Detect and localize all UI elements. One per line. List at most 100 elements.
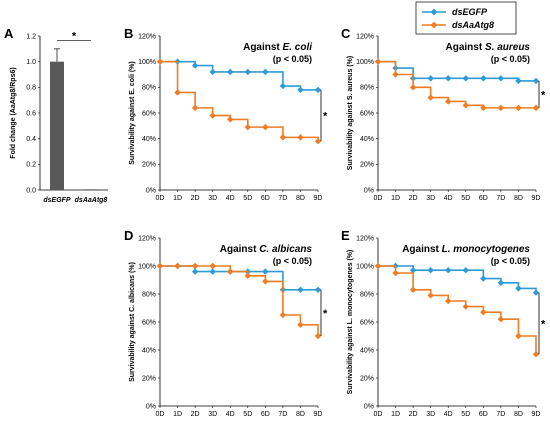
x-tick-label: 2D: [409, 195, 418, 202]
panel-c-survival-chart: C 0% 20% 40% 60% 80% 100% 120% 0D 1D 2D 3D 4D 5D 6D 7D 8…: [341, 26, 546, 202]
data-point: [427, 292, 434, 299]
x-tick-label: 5D: [243, 411, 252, 418]
data-point: [392, 269, 399, 277]
x-tick-label: 8D: [296, 411, 305, 418]
data-point: [515, 285, 522, 292]
x-tick-label: 9D: [314, 195, 323, 202]
data-point: [480, 75, 487, 82]
data-point: [209, 68, 216, 76]
x-tick-label: 9D: [532, 411, 541, 418]
data-point: [480, 104, 487, 112]
chart-title-prefix: Against: [243, 42, 282, 53]
x-tick-label: 4D: [444, 195, 453, 202]
series-line: [160, 265, 318, 291]
series-line: [378, 265, 537, 293]
x-tick-label: 7D: [278, 195, 287, 202]
x-tick-label: 4D: [226, 411, 235, 418]
series-line: [378, 265, 537, 355]
data-point: [191, 262, 199, 270]
x-tick-label: dsEGFP: [43, 197, 71, 204]
x-tick-label: 8D: [514, 195, 523, 202]
y-tick-label: 20%: [360, 162, 374, 169]
chart-title-organism: C. albicans: [259, 244, 312, 255]
significance-marker: *: [323, 111, 328, 123]
x-tick-label: 3D: [426, 195, 435, 202]
y-tick-label: 60%: [142, 319, 156, 326]
data-point: [297, 286, 304, 293]
x-tick-label: 7D: [496, 195, 505, 202]
data-point: [227, 68, 234, 76]
x-tick-label: 5D: [243, 195, 252, 202]
data-point: [227, 268, 234, 275]
x-tick-label: 9D: [314, 411, 323, 418]
y-tick-label: 100%: [356, 263, 374, 270]
data-point: [532, 77, 540, 85]
panel-e-survival-chart: E 0% 20% 40% 60% 80% 100% 120% 0D 1D 2D 3D 4D 5D 6D 7D 8…: [341, 228, 546, 418]
y-tick-label: 80%: [360, 85, 374, 92]
y-tick-label: 1.0: [26, 59, 36, 66]
y-axis-label: Fold change (AaAtg8/Rps6): [10, 67, 17, 158]
legend-swatch-marker: [430, 21, 438, 29]
data-point: [392, 71, 399, 78]
y-tick-label: 40%: [360, 347, 374, 354]
significance-marker: *: [323, 308, 328, 320]
data-point: [314, 332, 322, 340]
data-point: [156, 58, 164, 65]
data-point: [156, 262, 164, 270]
chart-title-prefix: Against: [446, 42, 485, 53]
chart-title-organism: L. monocytogenes: [442, 244, 531, 255]
data-point: [244, 272, 251, 279]
data-point: [297, 321, 304, 328]
x-tick-label: 6D: [261, 195, 270, 202]
x-tick-label: 1D: [391, 195, 400, 202]
x-tick-label: 7D: [278, 411, 287, 418]
x-tick-label: 3D: [208, 411, 217, 418]
data-point: [409, 267, 417, 274]
x-tick-label: 0D: [156, 195, 165, 202]
bar: [50, 61, 64, 190]
y-tick-label: 20%: [142, 162, 156, 169]
x-tick-label: 6D: [261, 411, 270, 418]
chart-title-organism: E. coli: [283, 42, 313, 53]
x-tick-label: 9D: [532, 195, 541, 202]
data-point: [515, 104, 522, 112]
y-tick-label: 40%: [360, 136, 374, 143]
data-point: [462, 303, 469, 310]
data-point: [445, 267, 452, 274]
y-axis-label: Survivability against S. aureus (%): [347, 56, 354, 170]
data-point: [227, 116, 234, 123]
y-tick-label: 60%: [360, 110, 374, 117]
data-point: [279, 134, 287, 141]
x-tick-label: 5D: [461, 195, 470, 202]
data-point: [445, 75, 452, 82]
data-point: [480, 309, 487, 316]
y-tick-label: 20%: [360, 375, 374, 382]
data-point: [209, 262, 216, 270]
y-tick-label: 60%: [360, 319, 374, 326]
chart-title: Against C. albicans: [220, 244, 313, 255]
x-tick-label: 1D: [391, 411, 400, 418]
x-tick-label: 2D: [409, 411, 418, 418]
p-value: (p < 0.05): [491, 256, 530, 266]
data-point: [262, 268, 269, 275]
panel-letter: B: [124, 26, 133, 41]
x-tick-label: 0D: [374, 195, 383, 202]
data-point: [497, 279, 505, 286]
y-axis-label: Survivability against C. albicans (%): [129, 262, 136, 382]
series-line: [160, 60, 318, 91]
y-tick-label: 0%: [364, 403, 374, 410]
y-tick-label: 0%: [146, 187, 156, 194]
legend-box: [415, 1, 517, 35]
panel-d-survival-chart: D 0% 20% 40% 60% 80% 100% 120% 0D 1D 2D 3D 4D 5D 6D 7D 8…: [124, 228, 328, 418]
y-tick-label: 100%: [356, 59, 374, 66]
y-tick-label: 80%: [142, 291, 156, 298]
x-tick-label: 4D: [226, 195, 235, 202]
x-tick-label: 7D: [496, 411, 505, 418]
data-point: [427, 94, 434, 101]
data-point: [445, 98, 452, 105]
y-tick-label: 0.8: [26, 85, 36, 92]
y-axis-label: Survivability against E. coli (%): [129, 61, 136, 164]
y-tick-label: 120%: [356, 235, 374, 242]
data-point: [374, 58, 382, 65]
